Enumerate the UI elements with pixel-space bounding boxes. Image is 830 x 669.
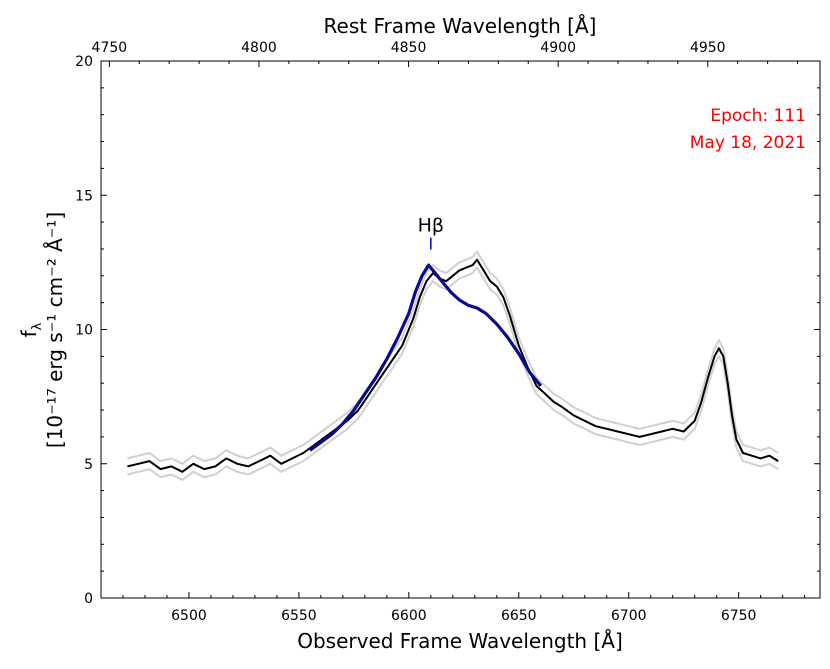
- y-tick-label: 15: [75, 188, 93, 204]
- y-tick-label: 0: [84, 591, 93, 607]
- top-tick-label: 4900: [540, 40, 576, 56]
- date-text: May 18, 2021: [690, 133, 806, 153]
- mean-profile-line: [308, 263, 543, 452]
- x-tick-label: 6750: [721, 608, 757, 624]
- y-tick-label: 10: [75, 323, 93, 339]
- top-tick-label: 4800: [241, 40, 277, 56]
- top-tick-label: 4750: [92, 40, 128, 56]
- top-axis-label: Rest Frame Wavelength [Å]: [324, 14, 597, 38]
- x-axis-ticks: 6500 6550 6600 6650 6700 6750: [122, 592, 806, 624]
- y-axis-label-units: [10⁻¹⁷ erg s⁻¹ cm⁻² Å⁻¹]: [43, 212, 67, 448]
- y-axis-label-subscript: λ: [30, 322, 45, 330]
- series-layer: [127, 249, 779, 482]
- top-tick-label: 4850: [391, 40, 427, 56]
- y-tick-label: 20: [75, 54, 93, 70]
- svg-text:fλ: fλ: [17, 322, 45, 337]
- hbeta-label: Hβ: [418, 215, 444, 237]
- uncertainty-lower: [127, 265, 779, 482]
- x-tick-label: 6700: [611, 608, 647, 624]
- x-tick-label: 6550: [281, 608, 317, 624]
- uncertainty-upper: [127, 249, 779, 465]
- top-tick-label: 4950: [690, 40, 726, 56]
- y-axis-ticks: 0 5 10 15 20: [75, 54, 820, 607]
- spectrum-line: [127, 258, 779, 473]
- x-axis-label: Observed Frame Wavelength [Å]: [297, 629, 623, 653]
- y-axis-label: fλ [10⁻¹⁷ erg s⁻¹ cm⁻² Å⁻¹]: [17, 212, 67, 448]
- y-axis-label-symbol: f: [17, 329, 41, 337]
- y-tick-label: 5: [84, 457, 93, 473]
- x-tick-label: 6600: [391, 608, 427, 624]
- top-axis-ticks: 4750 4800 4850 4900 4950: [92, 40, 799, 67]
- epoch-text: Epoch: 111: [710, 106, 806, 126]
- x-tick-label: 6650: [501, 608, 537, 624]
- x-tick-label: 6500: [171, 608, 207, 624]
